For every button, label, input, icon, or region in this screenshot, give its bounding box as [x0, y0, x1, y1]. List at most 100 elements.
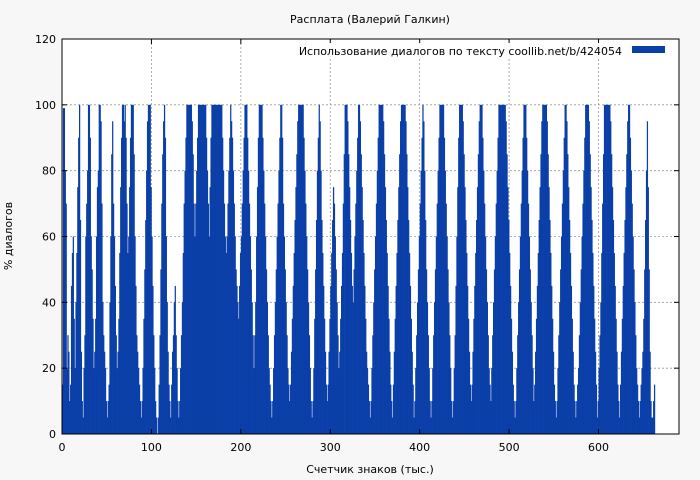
bar — [444, 170, 446, 435]
bar — [590, 187, 592, 435]
bar — [272, 401, 274, 434]
bar — [552, 318, 554, 434]
bar — [544, 104, 547, 434]
bar — [554, 401, 556, 434]
bar — [232, 170, 235, 435]
bar — [631, 203, 633, 434]
bar — [150, 187, 152, 435]
bar — [374, 269, 376, 434]
bar — [304, 170, 306, 435]
bar — [270, 401, 272, 434]
bar — [388, 318, 390, 434]
bar — [545, 104, 547, 434]
bar — [470, 401, 472, 434]
bar — [256, 187, 259, 435]
bar — [387, 285, 389, 435]
bar — [290, 351, 293, 434]
bar — [338, 368, 340, 434]
bar — [614, 285, 616, 435]
bar — [191, 121, 193, 434]
bar — [246, 104, 248, 434]
bar — [491, 368, 493, 434]
bar — [76, 252, 78, 434]
bar — [513, 401, 515, 434]
bar — [81, 401, 83, 434]
bar — [292, 285, 294, 435]
bar — [271, 417, 273, 434]
bar — [104, 368, 107, 434]
bar — [604, 104, 607, 434]
bar — [390, 384, 392, 435]
bar — [239, 252, 242, 434]
bar — [593, 285, 595, 435]
bar — [77, 187, 79, 435]
bar — [255, 302, 257, 434]
bar — [107, 401, 109, 434]
bar — [295, 187, 297, 435]
bar — [210, 137, 212, 434]
bar — [296, 154, 298, 434]
bar — [352, 302, 354, 434]
bar — [216, 104, 218, 434]
bar — [75, 302, 77, 434]
bar — [237, 302, 239, 434]
bar — [324, 318, 326, 434]
bar — [524, 104, 526, 434]
bar — [366, 351, 368, 434]
bar — [520, 203, 522, 434]
bar — [342, 203, 345, 434]
bar — [158, 384, 160, 435]
bar — [378, 104, 380, 434]
bar — [354, 236, 356, 434]
bar — [586, 104, 588, 434]
bar — [183, 203, 185, 434]
bar — [402, 104, 404, 434]
bar — [126, 203, 128, 434]
bar — [122, 104, 125, 434]
bar — [315, 220, 318, 434]
bar — [550, 252, 552, 434]
bar — [509, 252, 511, 434]
bar — [113, 236, 116, 434]
bar — [496, 170, 498, 435]
bar — [168, 384, 170, 435]
bar — [329, 318, 331, 434]
bar — [335, 269, 337, 434]
bar — [535, 351, 537, 434]
bar — [365, 318, 367, 434]
bar — [616, 351, 618, 434]
bar — [391, 417, 394, 434]
bar — [639, 401, 641, 434]
bar — [362, 220, 364, 434]
bar — [417, 302, 419, 434]
bar — [556, 401, 558, 434]
bar — [397, 220, 399, 434]
bar — [70, 384, 72, 435]
bar — [264, 236, 267, 434]
bar — [261, 104, 263, 434]
bar — [560, 269, 562, 434]
bar — [628, 104, 630, 434]
bar — [466, 252, 468, 434]
bar — [68, 351, 70, 434]
bar — [256, 236, 258, 434]
bar — [130, 104, 133, 434]
bar — [73, 318, 75, 434]
bar — [560, 236, 563, 434]
bar — [410, 318, 412, 434]
x-tick-label: 300 — [320, 441, 341, 454]
bar — [642, 351, 644, 434]
bar — [306, 236, 308, 434]
bar — [427, 335, 429, 434]
bar — [302, 104, 304, 434]
bar — [407, 187, 409, 435]
bar — [142, 368, 144, 434]
bar — [90, 236, 92, 434]
bar — [173, 302, 176, 434]
bar — [176, 368, 178, 434]
bar — [225, 252, 227, 434]
bar — [547, 154, 549, 434]
bar — [132, 104, 134, 434]
bar — [206, 170, 209, 435]
